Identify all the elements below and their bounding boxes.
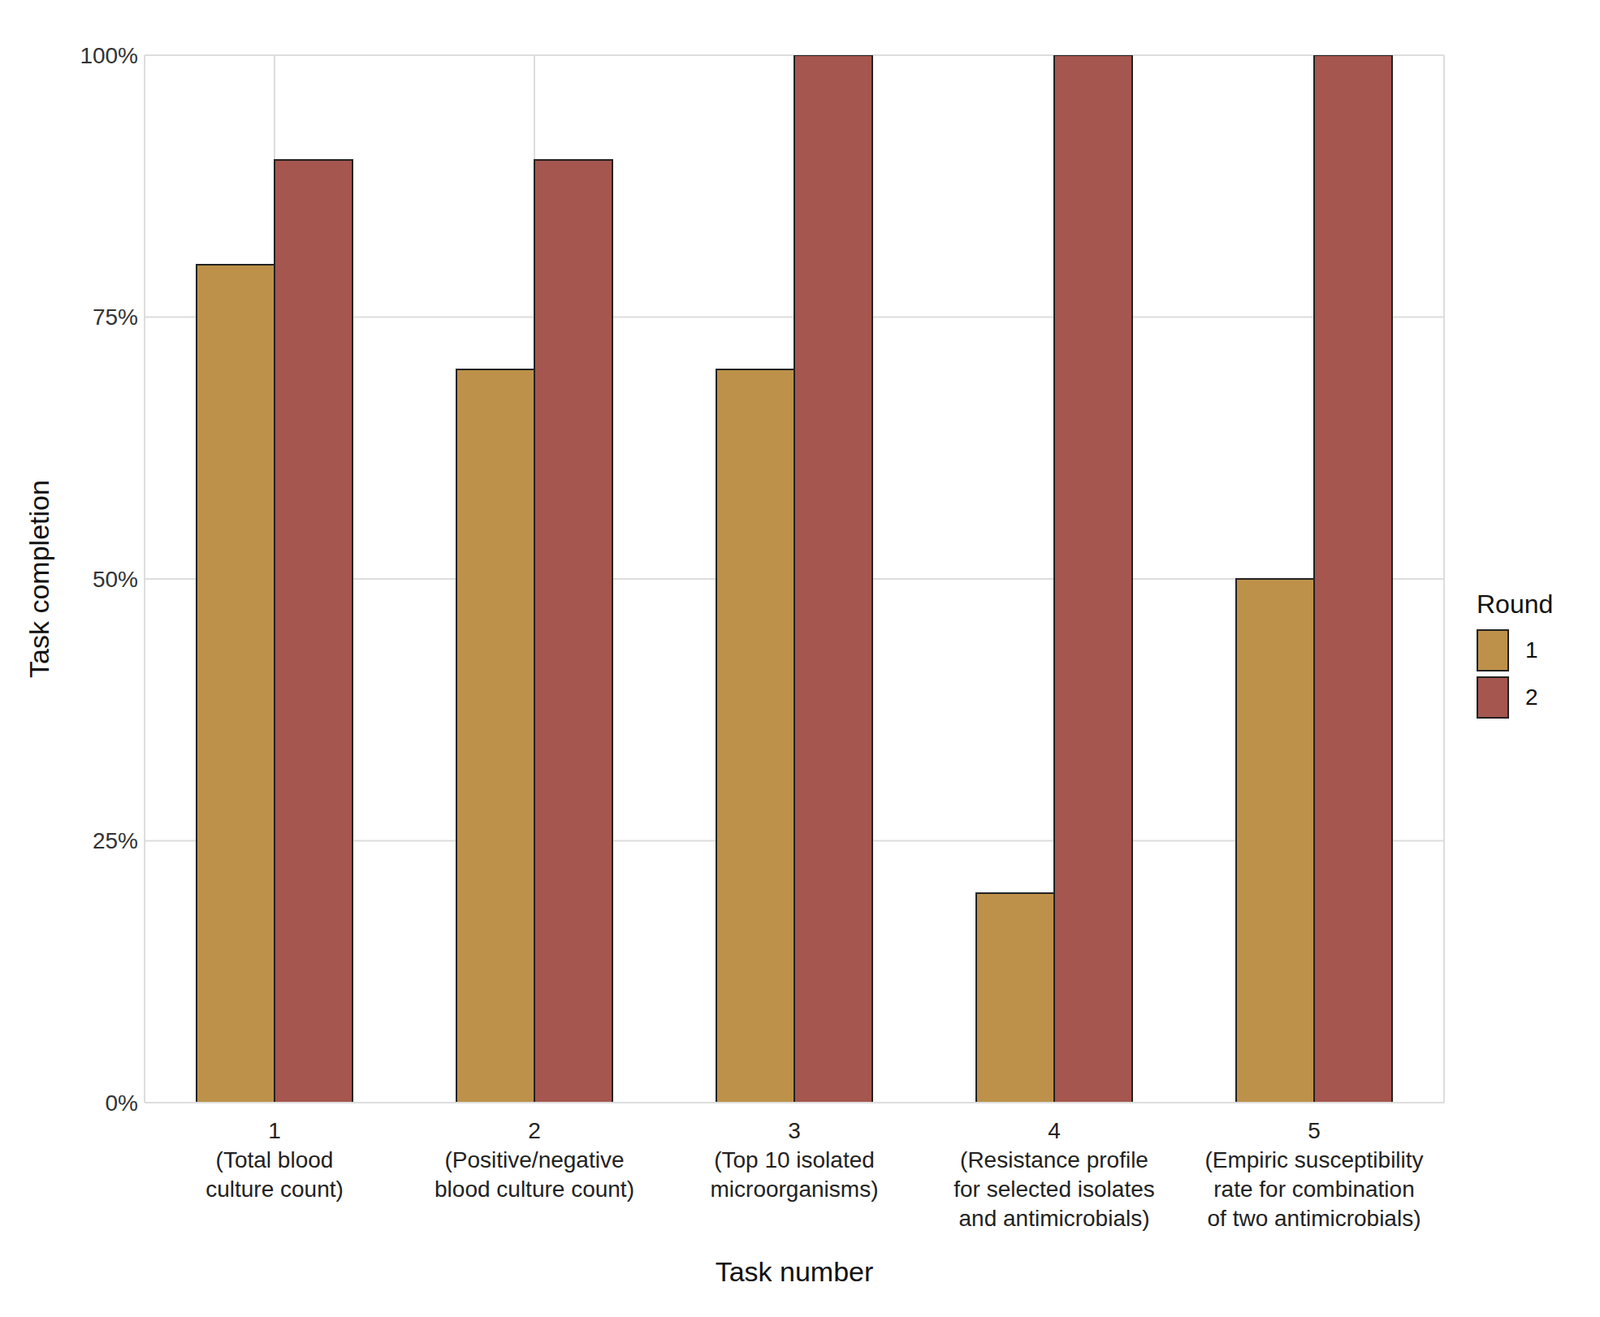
svg-text:2(Positive/negativeblood cultu: 2(Positive/negativeblood culture count) — [434, 1118, 635, 1203]
svg-text:3(Top 10 isolatedmicroorganism: 3(Top 10 isolatedmicroorganisms) — [710, 1118, 879, 1203]
html-text:2: 2 — [1525, 684, 1538, 710]
html-text:Round: Round — [1476, 589, 1554, 619]
html-text:1: 1 — [1525, 637, 1538, 663]
svg-text:1(Total bloodculture count): 1(Total bloodculture count) — [205, 1118, 344, 1203]
svg-text:Task completion: Task completion — [23, 480, 55, 679]
svg-text:75%: 75% — [92, 304, 139, 330]
svg-text:50%: 50% — [92, 566, 139, 593]
svg-text:Task number: Task number — [715, 1256, 874, 1288]
svg-text:5(Empiric susceptibilityrate f: 5(Empiric susceptibilityrate for combina… — [1204, 1118, 1423, 1232]
svg-text:4(Resistance profilefor select: 4(Resistance profilefor selected isolate… — [953, 1118, 1155, 1232]
svg-text:0%: 0% — [105, 1090, 139, 1116]
svg-text:100%: 100% — [79, 43, 139, 69]
svg-text:25%: 25% — [92, 828, 139, 854]
